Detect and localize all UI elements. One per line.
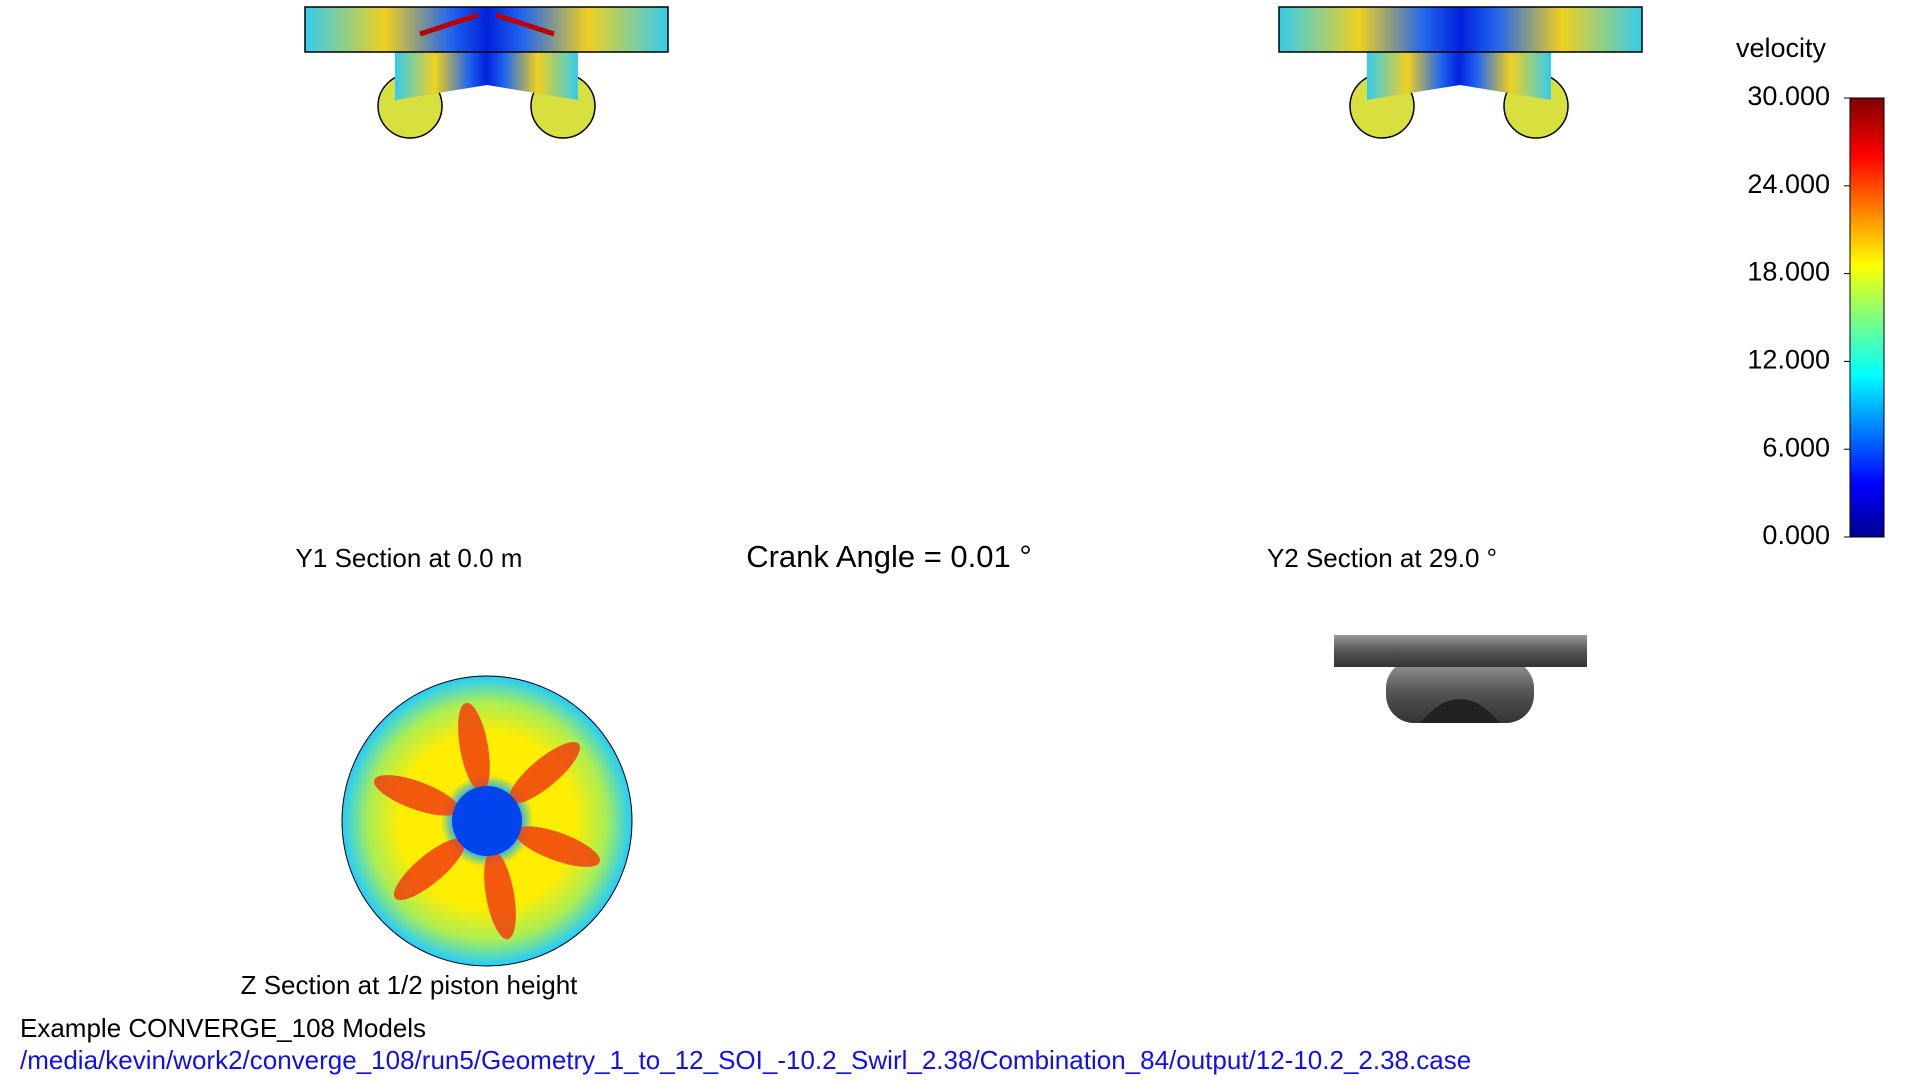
colorbar-tick-label: 12.000 <box>1747 345 1830 375</box>
jet-plume <box>508 741 581 804</box>
y2-label: Y2 Section at 29.0 ° <box>1267 543 1497 573</box>
jet-plume <box>484 850 516 940</box>
y2-section <box>1278 6 1643 139</box>
y1-section <box>304 6 669 139</box>
colorbar <box>1849 97 1885 538</box>
footer-path: /media/kevin/work2/converge_108/run5/Geo… <box>20 1045 1471 1075</box>
colorbar-tick-label: 30.000 <box>1747 81 1830 111</box>
colorbar-title: velocity <box>1736 33 1827 63</box>
jet-plume <box>458 702 490 792</box>
jet-plume <box>514 826 601 867</box>
z-section <box>341 675 633 967</box>
jet-plume <box>373 775 460 816</box>
y1-label: Y1 Section at 0.0 m <box>296 543 523 573</box>
jet-plume <box>393 838 466 901</box>
z-label: Z Section at 1/2 piston height <box>241 970 579 1000</box>
crank-angle: Crank Angle = 0.01 ° <box>746 539 1032 574</box>
colorbar-tick-label: 0.000 <box>1762 520 1830 550</box>
colorbar-tick-label: 24.000 <box>1747 169 1830 199</box>
piston-geometry <box>1334 635 1587 723</box>
footer-title: Example CONVERGE_108 Models <box>20 1013 426 1043</box>
colorbar-tick-label: 18.000 <box>1747 257 1830 287</box>
colorbar-tick-label: 6.000 <box>1762 432 1830 462</box>
